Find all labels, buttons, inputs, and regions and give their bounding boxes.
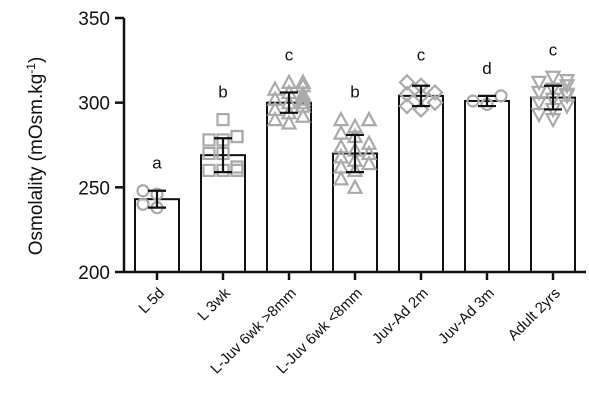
- bars-group: [134, 94, 576, 274]
- y-tick-label: 350: [78, 9, 110, 30]
- bar: [134, 198, 180, 273]
- data-point: [266, 80, 284, 96]
- y-tick-label: 250: [78, 178, 110, 199]
- x-tick-label: Adult 2yrs: [505, 285, 564, 344]
- data-point: [360, 134, 378, 150]
- data-point: [202, 133, 216, 147]
- significance-letter: c: [285, 45, 294, 64]
- data-point: [294, 85, 312, 101]
- data-point: [426, 83, 444, 102]
- y-tick-label: 300: [78, 94, 110, 115]
- data-point: [360, 144, 378, 161]
- x-tick-label: Juv-Ad 2m: [369, 285, 432, 348]
- data-point: [466, 94, 480, 108]
- data-point: [360, 154, 378, 171]
- data-point: [346, 117, 364, 133]
- significance-letter: d: [482, 59, 491, 78]
- data-point: [230, 129, 244, 144]
- x-tick-label: Juv-Ad 3m: [435, 285, 498, 348]
- significance-letter: b: [350, 83, 359, 102]
- x-tick-label: L 5d: [136, 285, 168, 317]
- x-tick-label: L 3wk: [194, 284, 234, 324]
- data-point: [136, 184, 150, 198]
- data-point: [294, 107, 312, 123]
- bar: [464, 99, 510, 274]
- error-bars-group: [148, 84, 562, 209]
- data-point: [544, 70, 562, 87]
- data-point: [202, 146, 216, 161]
- data-point: [398, 97, 416, 115]
- data-point: [332, 148, 350, 164]
- significance-letter: b: [218, 83, 227, 102]
- data-point: [360, 110, 378, 127]
- data-point: [346, 161, 364, 177]
- data-point: [266, 110, 284, 127]
- data-point: [558, 74, 576, 90]
- data-point: [230, 129, 244, 144]
- data-point: [294, 76, 312, 93]
- data-point: [398, 85, 416, 103]
- data-point: [202, 163, 216, 177]
- data-point: [294, 73, 312, 89]
- y-tick-label: 200: [78, 263, 110, 284]
- data-point: [266, 100, 284, 117]
- data-point: [332, 158, 350, 174]
- data-point: [494, 89, 508, 103]
- data-point: [280, 114, 298, 130]
- data-point: [280, 73, 298, 89]
- data-point: [530, 75, 548, 92]
- data-point: [216, 112, 230, 127]
- significance-letter: a: [152, 154, 162, 173]
- significance-letter: c: [549, 40, 558, 59]
- data-point: [558, 79, 576, 95]
- data-point: [332, 137, 350, 154]
- data-point: [230, 160, 244, 174]
- data-point: [346, 178, 364, 194]
- data-point: [332, 124, 350, 140]
- bar: [398, 94, 444, 274]
- data-point: [332, 170, 350, 186]
- data-point: [266, 90, 284, 106]
- y-axis: 200 250 300 350: [78, 9, 126, 284]
- data-point: [136, 197, 150, 211]
- y-axis-label: Osmolality (mOsm.kg-1): [24, 57, 47, 256]
- significance-labels-group: a b c b c d c: [152, 40, 557, 172]
- data-point: [332, 110, 350, 127]
- bar: [530, 96, 576, 273]
- data-point: [398, 73, 416, 91]
- significance-letter: c: [417, 45, 426, 64]
- data-point: [426, 94, 444, 112]
